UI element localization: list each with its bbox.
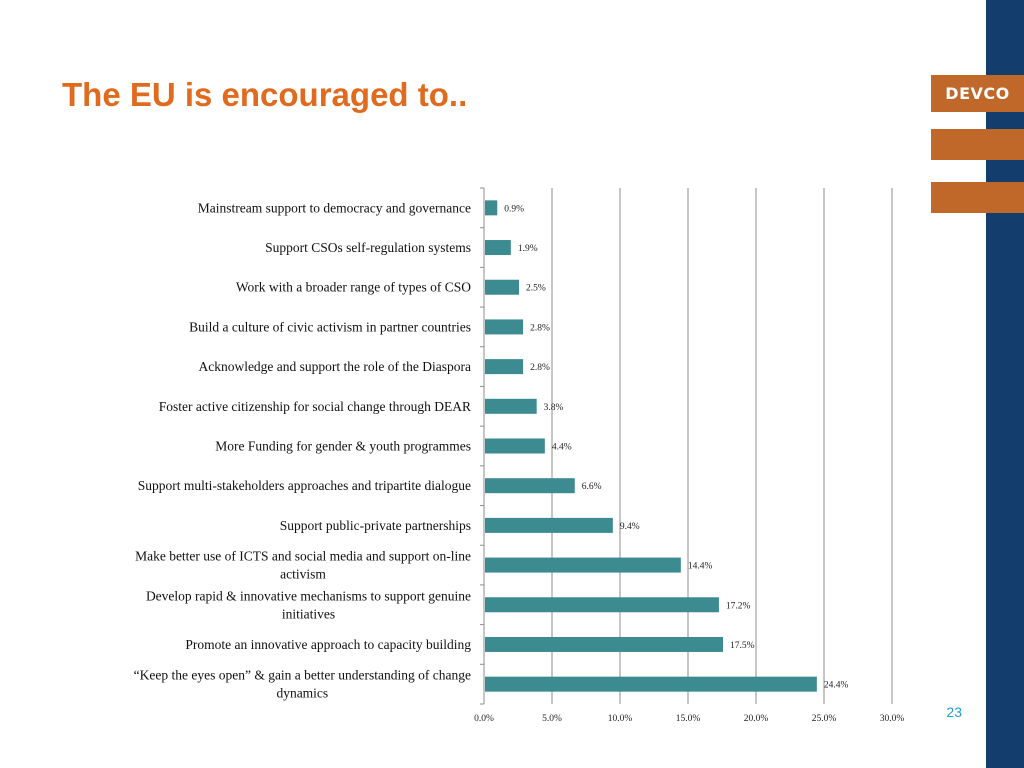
category-label-13: “Keep the eyes open” & gain a better und… xyxy=(134,668,471,683)
x-tick-label-10: 10.0% xyxy=(608,714,633,724)
x-tick-label-5: 5.0% xyxy=(542,714,562,724)
x-tick-label-15: 15.0% xyxy=(676,714,701,724)
bar-11 xyxy=(485,597,719,613)
value-label-8: 6.6% xyxy=(582,482,602,492)
bar-8 xyxy=(485,478,575,494)
value-label-6: 3.8% xyxy=(544,403,564,413)
bar-5 xyxy=(485,359,524,375)
category-label-13-line-2: dynamics xyxy=(276,686,328,701)
value-label-4: 2.8% xyxy=(530,323,550,333)
value-label-1: 0.9% xyxy=(504,204,524,214)
bar-7 xyxy=(485,438,545,454)
category-label-7: More Funding for gender & youth programm… xyxy=(215,439,471,454)
category-label-10-line-2: activism xyxy=(280,567,326,582)
category-label-1: Mainstream support to democracy and gove… xyxy=(198,200,471,215)
category-label-4: Build a culture of civic activism in par… xyxy=(189,319,471,334)
category-label-12: Promote an innovative approach to capaci… xyxy=(185,637,471,652)
value-label-5: 2.8% xyxy=(530,363,550,373)
value-label-9: 9.4% xyxy=(620,522,640,532)
category-label-6: Foster active citizenship for social cha… xyxy=(159,399,471,414)
value-label-11: 17.2% xyxy=(726,601,751,611)
category-label-9: Support public-private partnerships xyxy=(280,518,471,533)
category-label-11: Develop rapid & innovative mechanisms to… xyxy=(146,588,471,603)
value-label-12: 17.5% xyxy=(730,641,755,651)
bar-13 xyxy=(485,676,817,692)
x-tick-label-0: 0.0% xyxy=(474,714,494,724)
bar-9 xyxy=(485,517,613,533)
x-tick-labels: 0.0% 5.0% 10.0% 15.0% 20.0% 25.0% 30.0% xyxy=(474,714,904,724)
y-axis xyxy=(480,187,485,705)
bar-6 xyxy=(485,398,537,414)
category-label-5: Acknowledge and support the role of the … xyxy=(198,359,471,374)
value-label-10: 14.4% xyxy=(688,562,713,572)
decorative-tab-2 xyxy=(931,182,1024,213)
x-tick-label-20: 20.0% xyxy=(744,714,769,724)
category-label-2: Support CSOs self-regulation systems xyxy=(265,240,471,255)
category-label-11-line-2: initiatives xyxy=(282,606,335,621)
brand-label: DEVCO xyxy=(945,84,1010,103)
value-label-3: 2.5% xyxy=(526,284,546,294)
value-labels: 0.9% 1.9% 2.5% 2.8% 2.8% 3.8% 4.4% 6.6% 9.4% 14.4… xyxy=(504,204,848,690)
x-tick-label-25: 25.0% xyxy=(812,714,837,724)
bar-12 xyxy=(485,636,723,652)
bar-10 xyxy=(485,557,681,573)
slide-title: The EU is encouraged to.. xyxy=(62,76,468,113)
value-label-2: 1.9% xyxy=(518,244,538,254)
category-label-8: Support multi-stakeholders approaches an… xyxy=(138,478,471,493)
side-bar-decoration xyxy=(986,0,1024,768)
value-label-13: 24.4% xyxy=(824,681,849,691)
page-number: 23 xyxy=(946,704,962,720)
value-label-7: 4.4% xyxy=(552,443,572,453)
grid-lines xyxy=(551,188,893,704)
bar-4 xyxy=(485,319,524,335)
brand-tab: DEVCO xyxy=(931,75,1024,112)
bar-3 xyxy=(485,279,519,295)
decorative-tab-1 xyxy=(931,129,1024,160)
category-label-3: Work with a broader range of types of CS… xyxy=(236,280,471,295)
bar-1 xyxy=(485,200,498,216)
bar-2 xyxy=(485,240,511,256)
bars xyxy=(485,200,817,692)
x-tick-label-30: 30.0% xyxy=(880,714,905,724)
category-labels: Mainstream support to democracy and gove… xyxy=(134,200,472,700)
category-label-10: Make better use of ICTS and social media… xyxy=(135,549,471,564)
